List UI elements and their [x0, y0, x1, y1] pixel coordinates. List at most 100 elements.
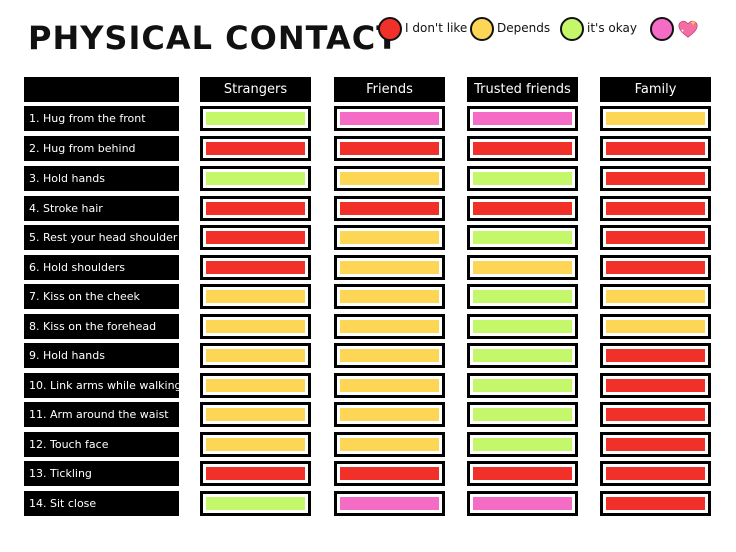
rating-fill-red — [606, 497, 705, 510]
rating-fill-green — [473, 349, 572, 362]
legend-label: Depends — [497, 21, 551, 35]
rating-cell-strangers — [200, 225, 311, 250]
cell-background — [470, 376, 575, 395]
rating-cell-friends — [334, 491, 445, 516]
rating-fill-red — [606, 261, 705, 274]
rating-cell-strangers — [200, 491, 311, 516]
rating-fill-red — [606, 408, 705, 421]
rating-fill-yellow — [340, 379, 439, 392]
rating-cell-family — [600, 225, 711, 250]
rating-cell-family — [600, 461, 711, 486]
rating-cell-trusted-friends — [467, 461, 578, 486]
rating-cell-family — [600, 196, 711, 221]
rating-cell-strangers — [200, 432, 311, 457]
rating-cell-family — [600, 491, 711, 516]
rating-fill-red — [340, 142, 439, 155]
cell-background — [337, 228, 442, 247]
rating-fill-pink — [340, 112, 439, 125]
rating-fill-red — [206, 142, 305, 155]
cell-background — [203, 376, 308, 395]
rating-cell-strangers — [200, 136, 311, 161]
row-label: 13. Tickling — [24, 461, 179, 486]
row-label: 9. Hold hands — [24, 343, 179, 368]
rating-cell-trusted-friends — [467, 106, 578, 131]
rating-fill-yellow — [340, 438, 439, 451]
rating-fill-red — [206, 467, 305, 480]
rating-fill-yellow — [606, 320, 705, 333]
cell-background — [337, 494, 442, 513]
row-label: 3. Hold hands — [24, 166, 179, 191]
rating-fill-red — [206, 202, 305, 215]
rating-fill-red — [606, 142, 705, 155]
rating-fill-red — [340, 202, 439, 215]
row-label: 4. Stroke hair — [24, 196, 179, 221]
rating-cell-friends — [334, 196, 445, 221]
sparkling-heart-icon — [678, 19, 698, 38]
cell-background — [337, 317, 442, 336]
rating-cell-trusted-friends — [467, 343, 578, 368]
cell-background — [203, 464, 308, 483]
cell-background — [337, 109, 442, 128]
rating-fill-green — [473, 290, 572, 303]
cell-background — [603, 494, 708, 513]
cell-background — [603, 258, 708, 277]
cell-background — [470, 405, 575, 424]
rating-fill-yellow — [206, 379, 305, 392]
rating-fill-red — [606, 172, 705, 185]
row-label: 2. Hug from behind — [24, 136, 179, 161]
column-header-friends: Friends — [334, 77, 445, 102]
rating-cell-friends — [334, 106, 445, 131]
cell-background — [337, 258, 442, 277]
cell-background — [603, 109, 708, 128]
rating-cell-trusted-friends — [467, 432, 578, 457]
rating-cell-trusted-friends — [467, 314, 578, 339]
rating-fill-yellow — [606, 112, 705, 125]
rating-cell-family — [600, 432, 711, 457]
cell-background — [603, 139, 708, 158]
rating-fill-red — [606, 379, 705, 392]
table-corner-cell — [24, 77, 179, 102]
rating-cell-friends — [334, 284, 445, 309]
rating-cell-strangers — [200, 284, 311, 309]
rating-fill-red — [473, 467, 572, 480]
page-title: PHYSICAL CONTACT — [28, 19, 400, 57]
cell-background — [603, 228, 708, 247]
cell-background — [203, 346, 308, 365]
rating-fill-green — [473, 379, 572, 392]
rating-fill-green — [473, 438, 572, 451]
cell-background — [470, 199, 575, 218]
cell-background — [470, 435, 575, 454]
rating-cell-trusted-friends — [467, 225, 578, 250]
cell-background — [337, 405, 442, 424]
rating-fill-pink — [340, 497, 439, 510]
rating-fill-yellow — [206, 349, 305, 362]
rating-cell-family — [600, 166, 711, 191]
rating-cell-friends — [334, 402, 445, 427]
rating-fill-yellow — [340, 172, 439, 185]
rating-cell-strangers — [200, 166, 311, 191]
rating-cell-strangers — [200, 461, 311, 486]
cell-background — [603, 435, 708, 454]
cell-background — [603, 405, 708, 424]
cell-background — [603, 346, 708, 365]
rating-fill-green — [206, 172, 305, 185]
rating-cell-trusted-friends — [467, 196, 578, 221]
rating-fill-red — [473, 202, 572, 215]
rating-fill-red — [606, 231, 705, 244]
cell-background — [203, 228, 308, 247]
rating-fill-green — [473, 172, 572, 185]
cell-background — [203, 199, 308, 218]
cell-background — [470, 258, 575, 277]
cell-background — [603, 199, 708, 218]
rating-cell-trusted-friends — [467, 491, 578, 516]
cell-background — [337, 346, 442, 365]
rating-fill-green — [206, 497, 305, 510]
cell-background — [203, 494, 308, 513]
rating-fill-yellow — [473, 261, 572, 274]
rating-fill-pink — [473, 497, 572, 510]
rating-cell-strangers — [200, 402, 311, 427]
cell-background — [337, 287, 442, 306]
cell-background — [203, 139, 308, 158]
cell-background — [337, 376, 442, 395]
row-label: 11. Arm around the waist — [24, 402, 179, 427]
